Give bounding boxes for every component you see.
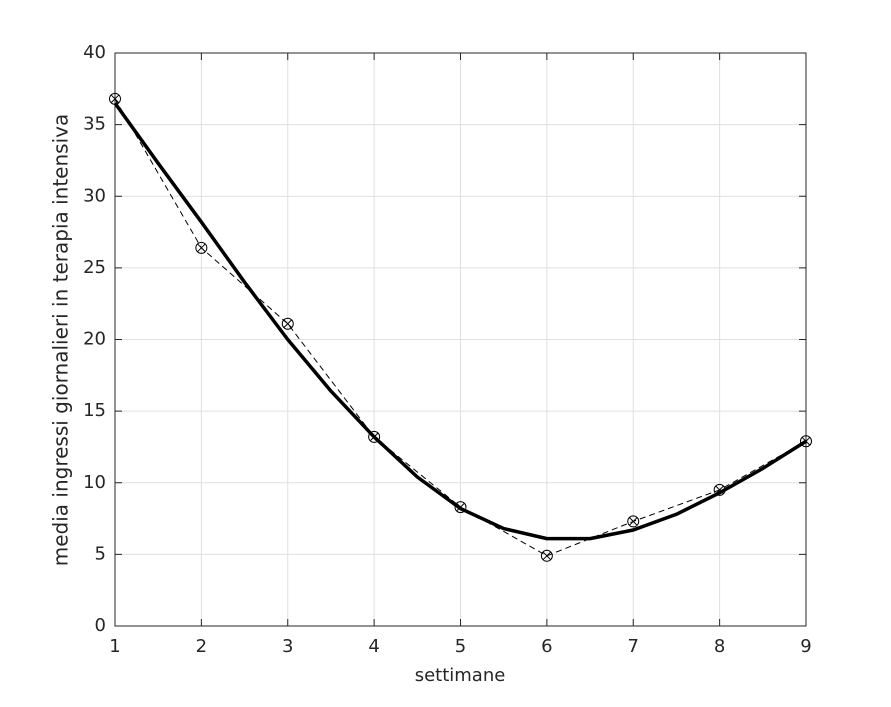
y-tick-label: 30 bbox=[83, 185, 106, 206]
series-line bbox=[113, 102, 807, 541]
marker bbox=[540, 549, 553, 562]
x-tick-label: 2 bbox=[196, 636, 207, 657]
marker-circle bbox=[281, 317, 294, 330]
marker-cross bbox=[197, 243, 206, 253]
x-axis-label: settimane bbox=[415, 665, 506, 686]
y-tick-label: 35 bbox=[83, 114, 106, 135]
marker bbox=[627, 515, 640, 528]
marker-circle bbox=[800, 435, 812, 448]
x-tick-label: 8 bbox=[714, 636, 725, 657]
y-tick-label: 25 bbox=[83, 257, 106, 278]
x-tick-label: 6 bbox=[541, 636, 552, 657]
marker bbox=[195, 241, 208, 254]
y-axis-label: media ingressi giornalieri in terapia in… bbox=[49, 114, 73, 566]
marker bbox=[281, 317, 294, 330]
x-tick-label: 4 bbox=[368, 636, 379, 657]
y-tick-label: 20 bbox=[83, 329, 106, 350]
marker-cross bbox=[283, 319, 292, 328]
x-tick-label: 7 bbox=[628, 636, 639, 657]
y-tick-label: 5 bbox=[95, 543, 106, 564]
y-tick-label: 15 bbox=[83, 400, 106, 421]
marker-circle bbox=[627, 515, 640, 528]
marker-cross bbox=[542, 551, 552, 561]
marker-circle bbox=[195, 241, 208, 254]
x-tick-label: 1 bbox=[109, 636, 120, 657]
y-tick-label: 10 bbox=[83, 472, 106, 493]
x-tick-label: 5 bbox=[455, 636, 466, 657]
y-tick-label: 0 bbox=[95, 615, 106, 636]
x-tick-label: 3 bbox=[282, 636, 293, 657]
marker-circle bbox=[368, 430, 381, 443]
plot-frame bbox=[114, 52, 807, 627]
marker-circle bbox=[454, 501, 467, 514]
marker-cross bbox=[629, 517, 638, 526]
x-tick-label: 9 bbox=[800, 636, 811, 657]
marker-circle bbox=[540, 549, 553, 562]
y-tick-label: 40 bbox=[83, 42, 106, 63]
marker-cross bbox=[110, 94, 120, 104]
